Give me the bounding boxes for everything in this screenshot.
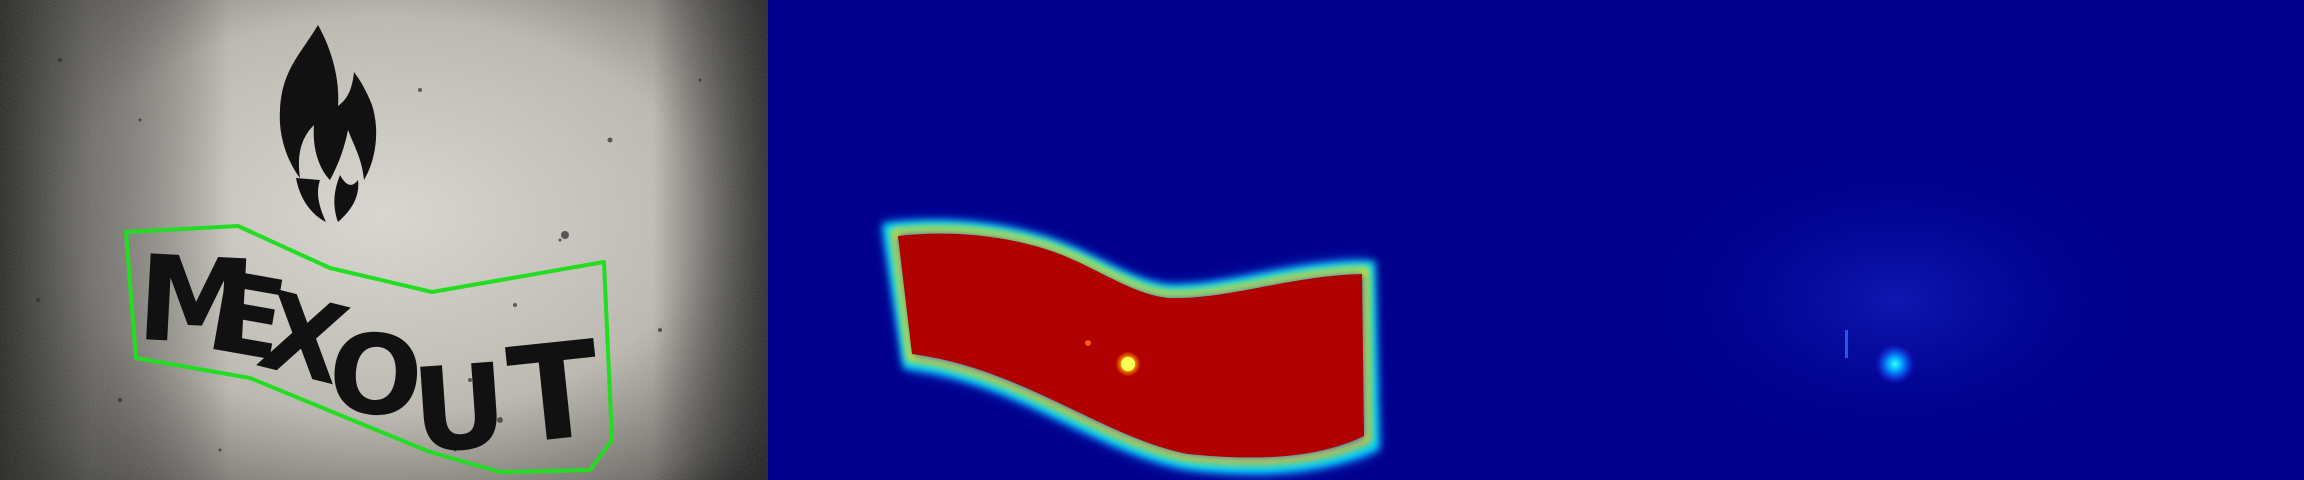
stencil-letter: T [502, 312, 608, 475]
stencil-word: M E X O U T [134, 229, 607, 480]
stencil-letter: O [325, 308, 427, 442]
wall-speckles [36, 58, 702, 452]
heatmap-panel-sparse [1536, 0, 2304, 480]
heat-region [882, 220, 1380, 474]
photo-panel: M E X O U T [0, 0, 768, 480]
flame-stencil-icon [279, 25, 377, 222]
heatmap-panel-full [768, 0, 1536, 480]
stencil-letter: U [408, 339, 511, 480]
heatmap-canvas-full [768, 0, 1536, 480]
text-region-outline [124, 224, 614, 474]
heat-hotspot [1873, 342, 1917, 386]
photo-canvas: M E X O U T [0, 0, 768, 480]
stencil-letter: M [134, 229, 258, 373]
heatmap-canvas-sparse [1536, 0, 2304, 480]
